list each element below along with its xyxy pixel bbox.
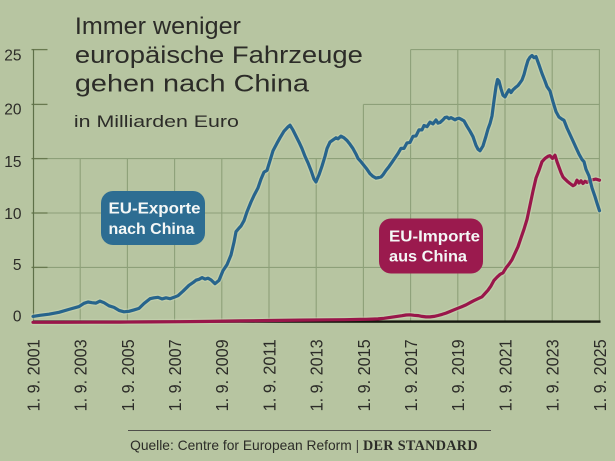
svg-text:Immer weniger: Immer weniger <box>75 13 241 40</box>
svg-text:15: 15 <box>4 154 21 171</box>
svg-text:1. 9. 2005: 1. 9. 2005 <box>118 339 138 411</box>
svg-text:1. 9. 2013: 1. 9. 2013 <box>307 339 327 411</box>
svg-text:gehen nach China: gehen nach China <box>75 70 309 97</box>
svg-text:1. 9. 2015: 1. 9. 2015 <box>354 339 374 411</box>
svg-text:aus China: aus China <box>389 249 467 266</box>
svg-text:1. 9. 2025: 1. 9. 2025 <box>590 339 610 411</box>
svg-text:5: 5 <box>13 257 22 274</box>
svg-text:20: 20 <box>4 101 22 118</box>
svg-text:Quelle: Centre for European Re: Quelle: Centre for European Reform | DER… <box>130 438 478 454</box>
svg-text:1. 9. 2017: 1. 9. 2017 <box>401 339 421 411</box>
svg-text:1. 9. 2007: 1. 9. 2007 <box>165 339 185 411</box>
svg-text:10: 10 <box>4 206 22 223</box>
svg-text:1. 9. 2023: 1. 9. 2023 <box>543 339 563 411</box>
svg-text:EU-Importe: EU-Importe <box>389 228 480 245</box>
svg-text:1. 9. 2011: 1. 9. 2011 <box>259 339 279 411</box>
svg-text:1. 9. 2009: 1. 9. 2009 <box>212 339 232 411</box>
svg-text:in Milliarden Euro: in Milliarden Euro <box>74 113 239 131</box>
svg-text:0: 0 <box>13 308 22 325</box>
svg-text:1. 9. 2021: 1. 9. 2021 <box>495 339 515 411</box>
svg-text:1. 9. 2001: 1. 9. 2001 <box>23 339 43 411</box>
svg-text:1. 9. 2003: 1. 9. 2003 <box>71 339 91 411</box>
svg-text:EU-Exporte: EU-Exporte <box>109 201 201 218</box>
svg-text:25: 25 <box>4 47 21 64</box>
svg-text:europäische Fahrzeuge: europäische Fahrzeuge <box>75 42 363 69</box>
svg-text:nach China: nach China <box>109 221 195 238</box>
svg-text:1. 9. 2019: 1. 9. 2019 <box>448 339 468 411</box>
